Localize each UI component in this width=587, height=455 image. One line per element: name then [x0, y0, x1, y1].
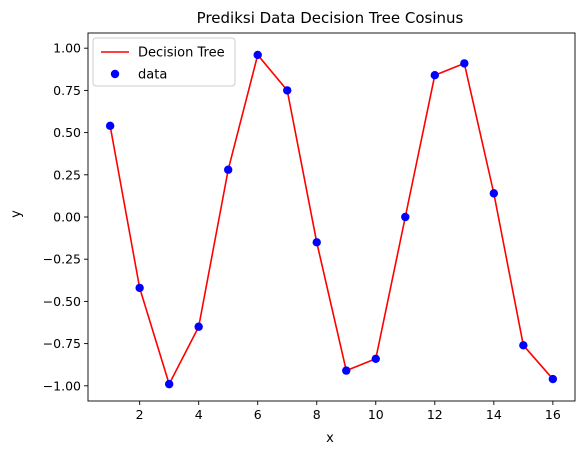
chart-title: Prediksi Data Decision Tree Cosinus — [197, 9, 464, 27]
y-tick-label: −0.50 — [43, 294, 81, 309]
legend-box — [92, 37, 236, 87]
data-point — [312, 238, 321, 247]
y-tick-label: 0.00 — [53, 210, 81, 225]
series-line-decision-tree — [109, 54, 554, 385]
axes: 2 4 6 8 10 12 14 16 −1.00 −0.75 −0.50 −0.25 0.00 0.25… — [43, 32, 576, 422]
data-point — [253, 50, 262, 60]
data-point — [430, 71, 439, 80]
data-point — [224, 165, 233, 174]
data-point — [489, 189, 499, 198]
y-tick-label: 1.00 — [53, 41, 81, 56]
legend-swatch-marker — [110, 69, 120, 79]
y-tick-label: 0.75 — [53, 83, 81, 98]
y-tick-label: −0.25 — [43, 252, 81, 267]
legend-label: Decision Tree — [138, 46, 225, 61]
x-tick-label: 2 — [136, 407, 144, 422]
data-point — [342, 366, 351, 375]
x-axis-label: x — [326, 431, 334, 446]
x-tick-label: 4 — [195, 407, 203, 422]
x-tick-label: 6 — [254, 407, 262, 422]
x-tick-label: 8 — [313, 407, 321, 422]
plot-area — [105, 50, 558, 389]
x-tick-label: 12 — [427, 407, 443, 422]
data-point — [283, 86, 292, 95]
legend: Decision Tree data — [92, 37, 236, 87]
y-tick-label: 0.25 — [53, 167, 81, 182]
data-point — [401, 212, 410, 222]
data-point — [548, 374, 558, 384]
plot-frame — [87, 32, 576, 402]
data-point — [460, 59, 469, 68]
y-axis-label: y — [9, 210, 24, 218]
data-point — [194, 322, 203, 331]
data-point — [371, 354, 380, 363]
data-point — [105, 121, 115, 131]
legend-label: data — [138, 68, 167, 83]
data-point — [164, 379, 174, 389]
x-tick-label: 10 — [368, 407, 384, 422]
data-point — [519, 341, 528, 350]
y-tick-label: −0.75 — [43, 336, 81, 351]
y-tick-label: −1.00 — [43, 378, 81, 393]
x-tick-label: 16 — [545, 407, 561, 422]
y-tick-label: 0.50 — [53, 125, 81, 140]
data-point — [135, 283, 144, 293]
x-tick-label: 14 — [486, 407, 502, 422]
